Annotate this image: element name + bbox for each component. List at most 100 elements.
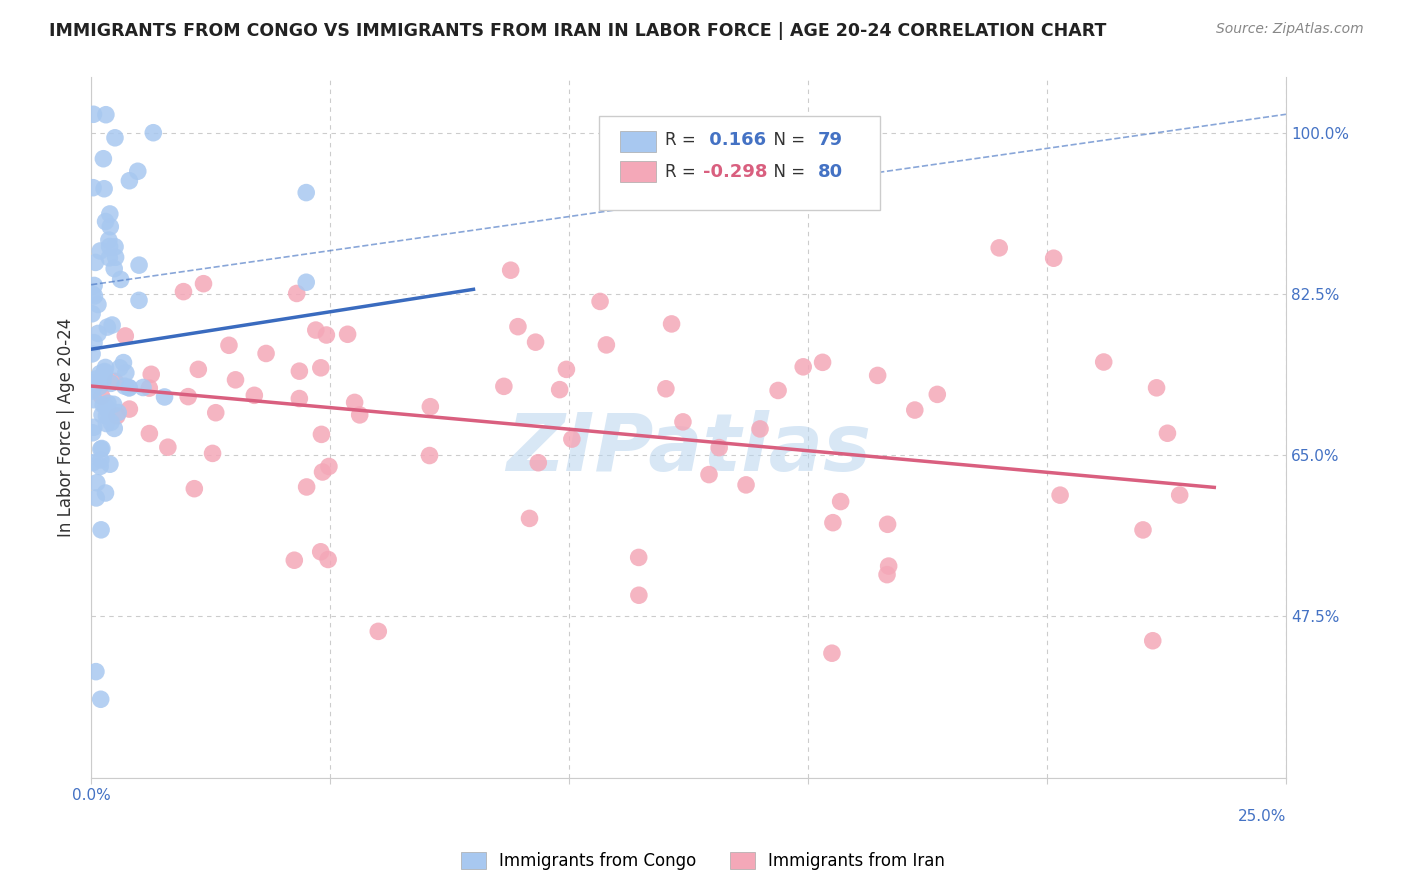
Point [655,382,678,396]
Point [103,397,125,411]
Point [98,251,121,265]
Point [172,285,194,299]
Point [82,286,104,301]
Point [104,250,127,264]
Point [524,335,547,350]
Point [177,390,200,404]
Point [94,214,117,228]
FancyBboxPatch shape [620,161,657,183]
Text: Source: ZipAtlas.com: Source: ZipAtlas.com [1216,22,1364,37]
Point [90,442,112,456]
Point [97,233,120,247]
Point [315,328,337,343]
Point [142,126,165,140]
Point [811,355,834,369]
Point [156,440,179,454]
Point [318,459,340,474]
Point [82,347,104,361]
Point [1042,251,1064,265]
Point [94,360,117,375]
Point [153,390,176,404]
Text: ZIPatlas: ZIPatlas [506,409,872,488]
Point [183,482,205,496]
Point [93,364,115,378]
Point [283,553,305,567]
Point [84,665,107,679]
Point [100,376,122,391]
Point [288,392,311,406]
Point [187,362,209,376]
Point [83,376,105,390]
Point [295,186,318,200]
Point [343,395,366,409]
Text: N =: N = [762,131,810,150]
Point [243,388,266,402]
Point [90,389,112,403]
Text: 79: 79 [818,131,842,150]
Point [104,130,127,145]
Point [309,360,332,375]
Point [311,427,333,442]
Point [93,152,115,166]
Point [295,275,318,289]
Point [118,380,141,394]
Point [877,559,900,574]
Point [86,372,108,386]
Point [749,422,772,436]
Point [98,457,121,471]
Point [735,478,758,492]
Point [118,174,141,188]
Point [83,420,105,434]
Point [254,346,277,360]
Point [97,396,120,410]
Point [98,219,121,234]
Point [110,272,132,286]
Point [349,408,371,422]
Point [821,646,844,660]
Point [697,467,720,482]
Point [89,244,111,258]
Point [90,692,112,706]
Point [595,338,617,352]
Point [83,335,105,350]
Point [83,278,105,293]
Point [876,517,898,532]
Point [82,456,104,470]
Point [1146,381,1168,395]
Point [83,392,105,407]
Point [94,486,117,500]
Point [82,180,104,194]
Point [1132,523,1154,537]
Point [418,449,440,463]
Point [309,545,332,559]
Point [204,406,226,420]
Point [103,261,125,276]
Point [87,297,110,311]
Point [84,255,107,269]
Text: -0.298: -0.298 [703,163,768,181]
Point [82,425,104,440]
Point [127,164,149,178]
Point [904,403,927,417]
Point [82,384,104,398]
Point [101,318,124,332]
Point [288,364,311,378]
Point [89,367,111,381]
Point [193,277,215,291]
Point [138,381,160,395]
Point [336,327,359,342]
Point [114,329,136,343]
Point [311,465,333,479]
Point [87,326,110,341]
Point [128,293,150,308]
Point [548,383,571,397]
Text: IMMIGRANTS FROM CONGO VS IMMIGRANTS FROM IRAN IN LABOR FORCE | AGE 20-24 CORRELA: IMMIGRANTS FROM CONGO VS IMMIGRANTS FROM… [49,22,1107,40]
Text: 25.0%: 25.0% [1237,809,1286,824]
Text: N =: N = [762,163,810,181]
Point [141,368,163,382]
Point [96,409,118,423]
Point [104,375,127,389]
Point [86,475,108,490]
Point [86,376,108,391]
Point [527,456,550,470]
